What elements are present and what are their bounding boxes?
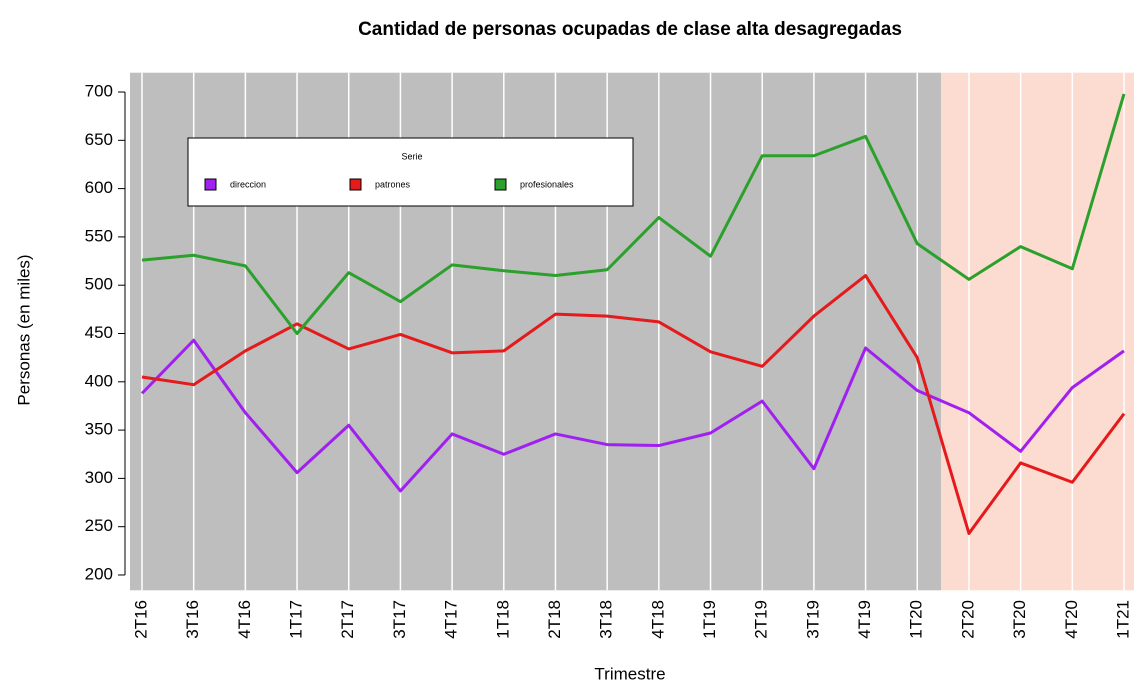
legend-label: profesionales xyxy=(520,179,574,189)
y-tick-label: 250 xyxy=(85,516,113,535)
x-tick-label: 2T16 xyxy=(131,600,150,639)
legend-label: patrones xyxy=(375,179,411,189)
y-tick-label: 550 xyxy=(85,226,113,245)
y-tick-label: 400 xyxy=(85,371,113,390)
series-line xyxy=(141,93,1126,335)
legend-label: direccion xyxy=(230,179,266,189)
chart-title: Cantidad de personas ocupadas de clase a… xyxy=(358,19,902,40)
legend-swatch xyxy=(494,178,507,191)
x-tick-label: 1T21 xyxy=(1113,600,1132,639)
y-tick-label: 700 xyxy=(85,82,113,101)
series-line xyxy=(140,338,1125,493)
x-tick-label: 1T19 xyxy=(700,600,719,639)
y-tick-label: 650 xyxy=(85,130,113,149)
legend-title: Serie xyxy=(401,151,422,161)
x-tick-label: 1T20 xyxy=(907,600,926,639)
legend-box xyxy=(187,137,634,207)
highlight-background xyxy=(941,72,1134,591)
y-tick-label: 300 xyxy=(85,468,113,487)
legend-swatch xyxy=(204,178,217,191)
x-tick-label: 3T16 xyxy=(183,600,202,639)
y-tick-label: 200 xyxy=(85,564,113,583)
x-tick-label: 1T18 xyxy=(493,600,512,639)
x-tick-label: 4T19 xyxy=(855,600,874,639)
x-tick-label: 3T17 xyxy=(390,600,409,639)
x-tick-label: 4T16 xyxy=(235,600,254,639)
x-tick-label: 3T18 xyxy=(597,600,616,639)
x-tick-label: 4T20 xyxy=(1062,600,1081,639)
y-tick-label: 450 xyxy=(85,323,113,342)
x-tick-label: 2T18 xyxy=(545,600,564,639)
x-tick-label: 3T20 xyxy=(1010,600,1029,639)
x-tick-label: 2T17 xyxy=(338,600,357,639)
y-tick-label: 350 xyxy=(85,420,113,439)
x-tick-label: 2T20 xyxy=(958,600,977,639)
y-tick-label: 500 xyxy=(85,275,113,294)
series-line xyxy=(141,274,1126,535)
y-axis-label: Personas (en miles) xyxy=(14,254,33,405)
y-tick-label: 600 xyxy=(85,178,113,197)
x-tick-label: 3T19 xyxy=(803,600,822,639)
x-tick-label: 2T19 xyxy=(752,600,771,639)
x-tick-label: 4T18 xyxy=(648,600,667,639)
x-tick-label: 1T17 xyxy=(287,600,306,639)
legend-swatch xyxy=(349,178,362,191)
x-tick-label: 4T17 xyxy=(442,600,461,639)
x-axis-label: Trimestre xyxy=(594,664,665,683)
